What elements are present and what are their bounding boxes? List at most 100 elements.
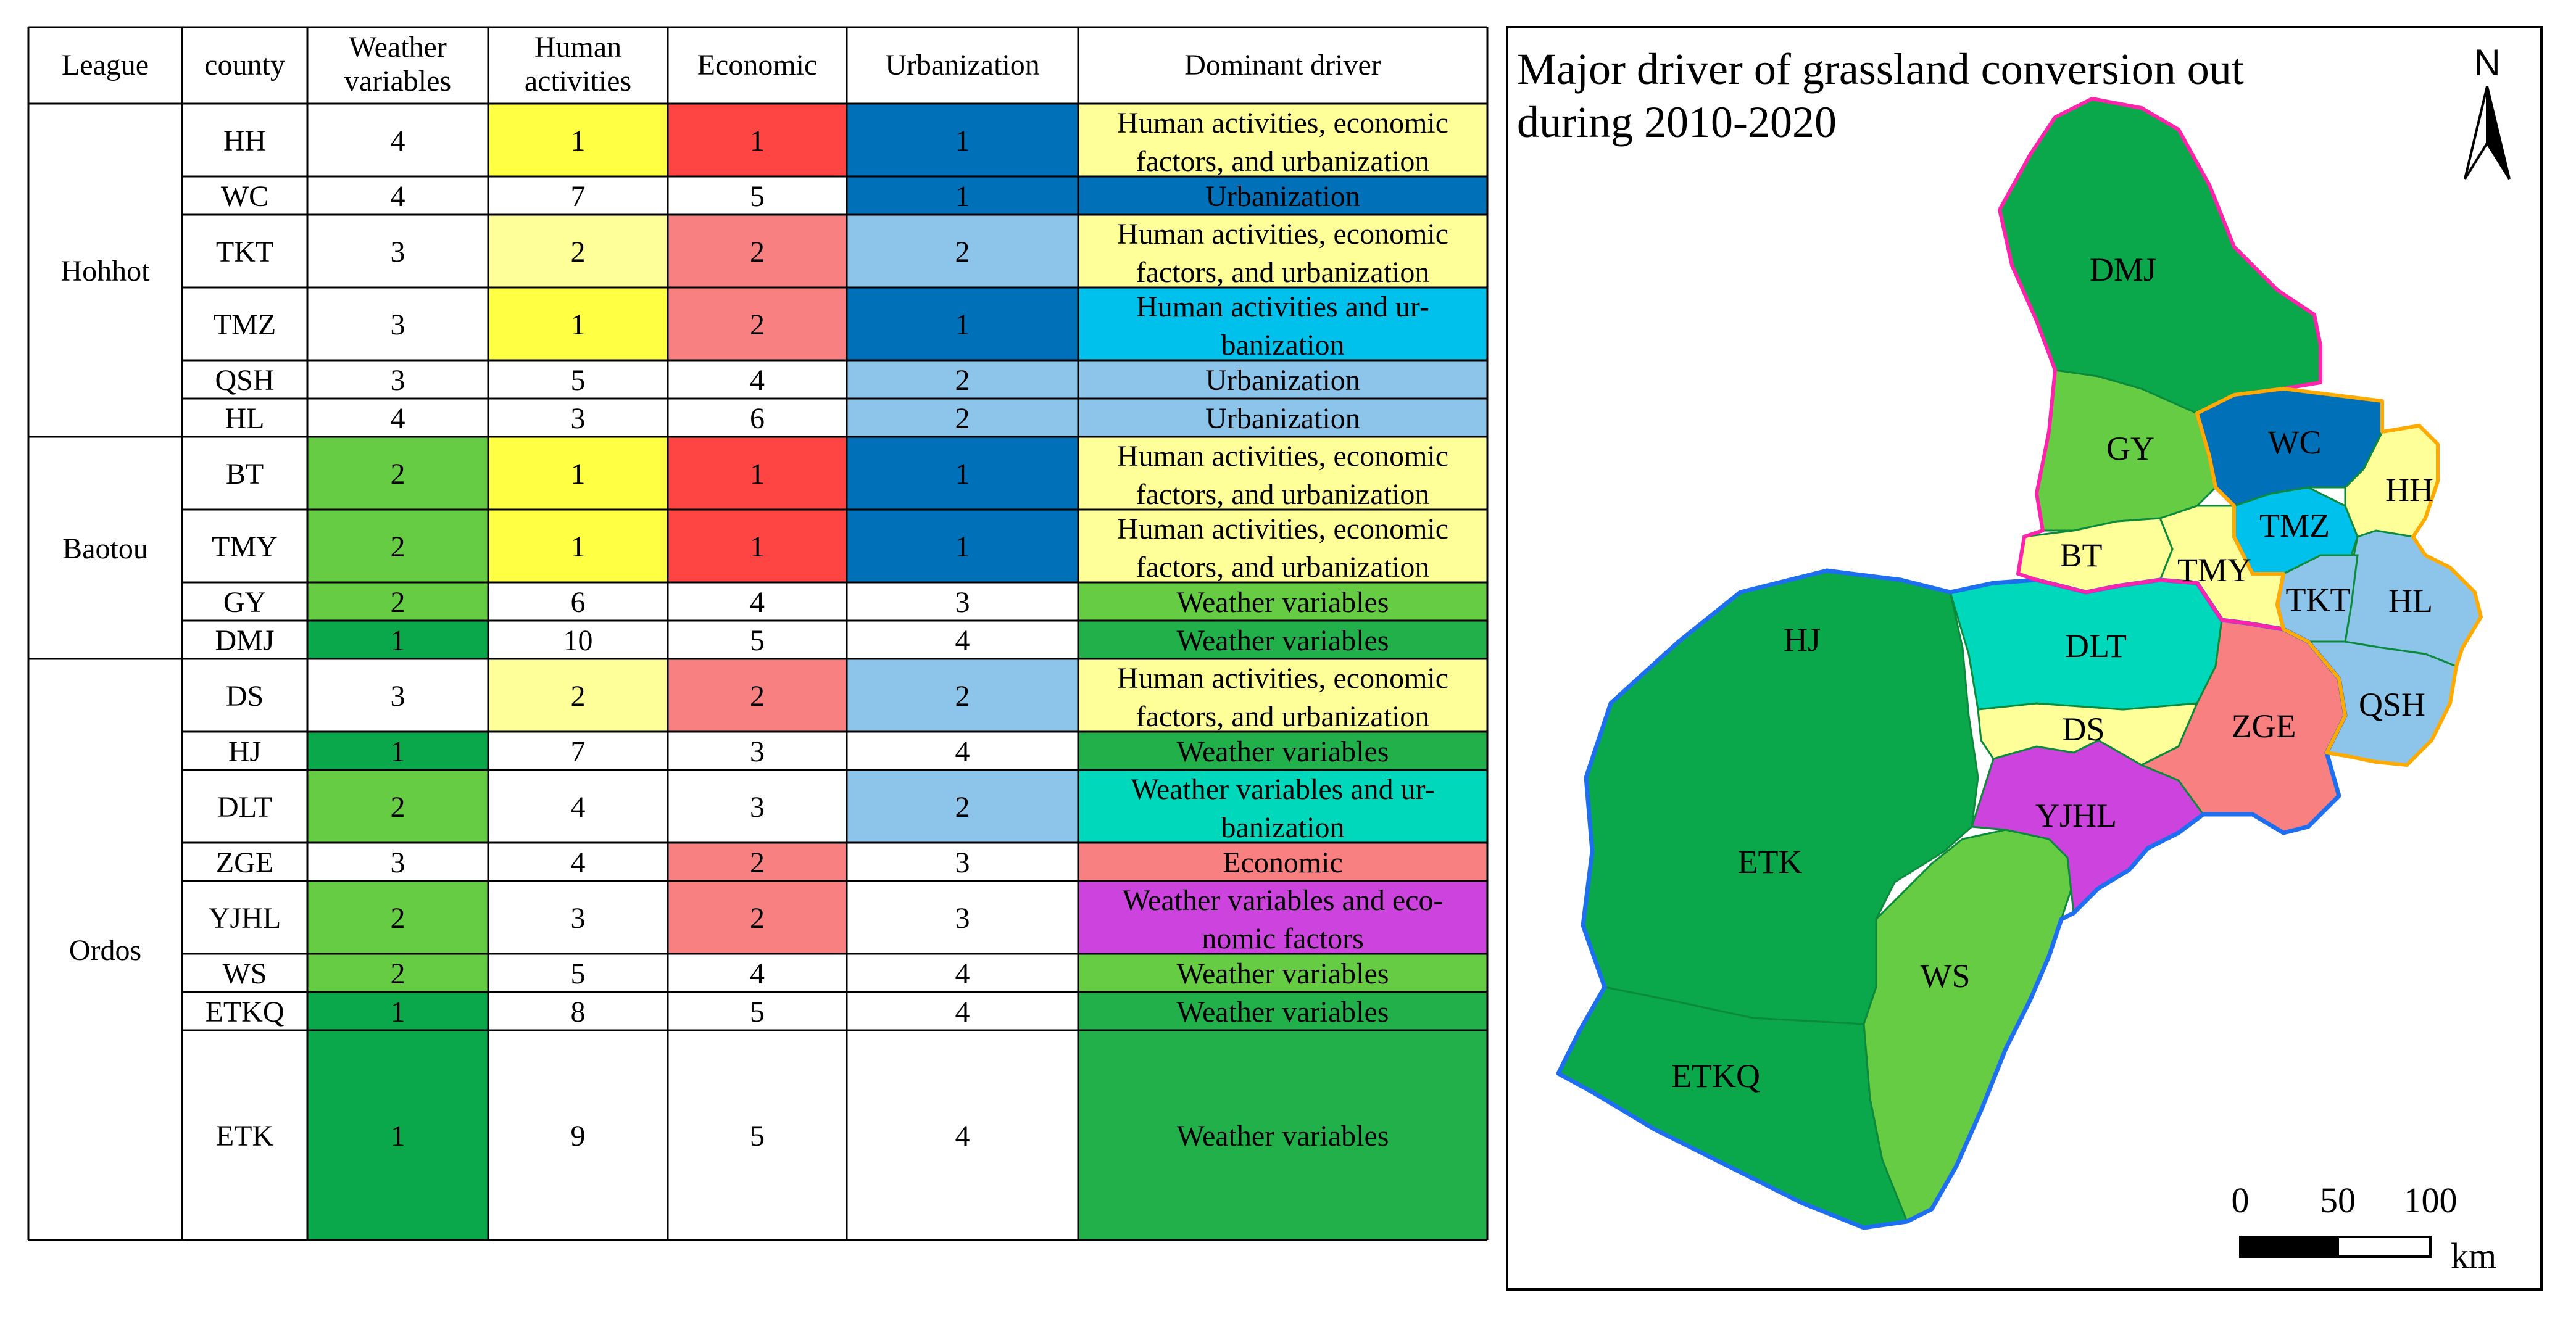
weather-rank-cell: 4 <box>391 402 405 435</box>
human-rank-cell: 3 <box>571 902 586 935</box>
table-row: WC 4 7 5 1 Urbanization <box>221 176 1487 215</box>
driver-cell-fill <box>1078 881 1487 954</box>
urban-rank-cell-fill <box>847 360 1078 399</box>
table-header-cell: Dominant driver <box>1184 49 1381 81</box>
weather-rank-cell: 4 <box>391 180 405 213</box>
weather-rank-cell-fill <box>307 992 488 1030</box>
weather-rank-cell-fill <box>307 621 488 659</box>
weather-rank-cell-fill <box>307 582 488 621</box>
driver-cell-fill <box>1078 992 1487 1030</box>
human-rank-cell: 1 <box>571 308 586 341</box>
county-cell: BT <box>226 458 264 490</box>
economic-rank-cell: 2 <box>750 902 765 935</box>
driver-cell-fill <box>1078 176 1487 215</box>
driver-cell-fill <box>1078 437 1487 510</box>
county-cell: TMY <box>212 531 278 563</box>
driver-line2: factors, and urbanization <box>1136 256 1430 289</box>
county-cell: ETK <box>216 1120 274 1152</box>
driver-cell: Urbanization <box>1205 402 1360 435</box>
human-rank-cell: 5 <box>571 364 586 397</box>
economic-rank-cell: 4 <box>750 586 765 619</box>
human-rank-cell: 1 <box>571 531 586 563</box>
weather-rank-cell: 3 <box>391 308 405 341</box>
economic-rank-cell-fill <box>668 104 847 176</box>
weather-rank-cell: 1 <box>391 996 405 1028</box>
driver-cell-fill <box>1078 215 1487 287</box>
urban-rank-cell-fill <box>847 437 1078 510</box>
weather-rank-cell: 1 <box>391 735 405 768</box>
league-label: Baotou <box>62 532 148 565</box>
human-rank-cell: 7 <box>571 180 586 213</box>
urban-rank-cell: 1 <box>955 458 970 490</box>
urban-rank-cell: 2 <box>955 402 970 435</box>
header-label: Economic <box>697 49 818 81</box>
human-rank-cell: 3 <box>571 402 586 435</box>
weather-rank-cell-fill <box>307 510 488 582</box>
county-cell: TKT <box>216 236 273 268</box>
driver-cell-fill <box>1078 770 1487 843</box>
driver-cell-fill <box>1078 287 1487 360</box>
economic-rank-cell: 3 <box>750 791 765 824</box>
urban-rank-cell-fill <box>847 770 1078 843</box>
table-row: ETKQ 1 8 5 4 Weather variables <box>206 992 1487 1030</box>
economic-rank-cell: 1 <box>750 125 765 157</box>
economic-rank-cell: 4 <box>750 364 765 397</box>
map-label-bt: BT <box>2059 537 2102 574</box>
economic-rank-cell: 6 <box>750 402 765 435</box>
urban-rank-cell: 2 <box>955 791 970 824</box>
driver-line2: nomic factors <box>1202 922 1364 955</box>
driver-line1: Weather variables and eco- <box>1123 884 1444 917</box>
economic-rank-cell: 2 <box>750 308 765 341</box>
scale-bar: 0 50 100 km <box>2232 1180 2497 1276</box>
economic-rank-cell: 5 <box>750 996 765 1028</box>
urban-rank-cell: 1 <box>955 531 970 563</box>
header-label: Urbanization <box>885 49 1040 81</box>
table-row: HH 4 1 1 1 Human activities, economic factors,… <box>223 104 1487 178</box>
urban-rank-cell: 1 <box>955 125 970 157</box>
human-rank-cell-fill <box>488 437 668 510</box>
driver-cell-fill <box>1078 510 1487 582</box>
driver-line1: Human activities and ur- <box>1136 291 1429 323</box>
weather-rank-cell: 2 <box>391 458 405 490</box>
league-label: Ordos <box>69 934 141 967</box>
table-row: BT 2 1 1 1 Human activities, economic factors,… <box>226 437 1487 511</box>
weather-rank-cell: 3 <box>391 364 405 397</box>
map-title-line1: Major driver of grassland conversion out <box>1517 44 2244 94</box>
driver-line2: factors, and urbanization <box>1136 145 1430 178</box>
header-line2: activities <box>525 65 631 97</box>
urban-rank-cell: 4 <box>955 1120 970 1152</box>
driver-line1: Human activities, economic <box>1117 513 1448 545</box>
driver-line1: Human activities, economic <box>1117 218 1448 250</box>
weather-rank-cell-fill <box>307 770 488 843</box>
economic-rank-cell: 2 <box>750 680 765 713</box>
north-label: N <box>2474 42 2500 83</box>
urban-rank-cell: 4 <box>955 996 970 1028</box>
human-rank-cell-fill <box>488 659 668 732</box>
scale-tick-100: 100 <box>2404 1180 2458 1220</box>
map-label-wc: WC <box>2268 424 2322 461</box>
table-header-cell: League <box>62 49 149 81</box>
weather-rank-cell: 2 <box>391 957 405 990</box>
human-rank-cell: 2 <box>571 236 586 268</box>
map-label-zge: ZGE <box>2232 708 2296 745</box>
weather-rank-cell: 3 <box>391 236 405 268</box>
urban-rank-cell-fill <box>847 399 1078 437</box>
weather-rank-cell: 4 <box>391 125 405 157</box>
driver-cell-fill <box>1078 582 1487 621</box>
economic-rank-cell: 1 <box>750 531 765 563</box>
driver-line1: Human activities, economic <box>1117 107 1448 139</box>
table-row: DLT 2 4 3 2 Weather variables and ur-banizati… <box>217 770 1487 844</box>
urban-rank-cell-fill <box>847 287 1078 360</box>
human-rank-cell-fill <box>488 104 668 176</box>
map-label-tkt: TKT <box>2286 581 2351 618</box>
economic-rank-cell: 5 <box>750 1120 765 1152</box>
county-cell: HH <box>223 125 266 157</box>
county-cell: DMJ <box>215 624 274 657</box>
economic-rank-cell-fill <box>668 215 847 287</box>
county-cell: HJ <box>228 735 261 768</box>
table-row: YJHL 2 3 2 3 Weather variables and eco-nomic … <box>209 881 1487 955</box>
map-label-tmy: TMY <box>2177 552 2251 589</box>
urban-rank-cell: 4 <box>955 624 970 657</box>
